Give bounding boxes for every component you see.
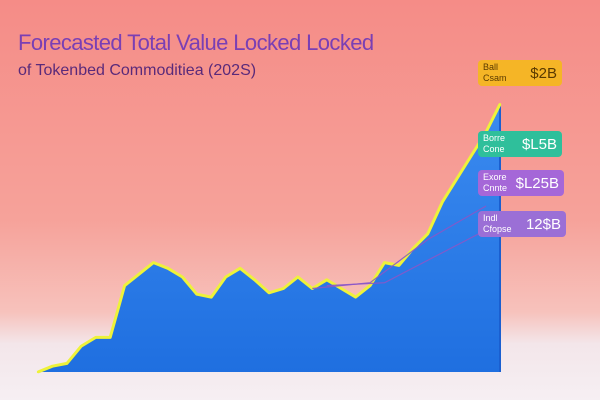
data-point	[282, 287, 285, 290]
value-badge	[478, 211, 566, 237]
chart-subtitle: of Tokenbed Commoditiea (202S)	[18, 62, 257, 79]
data-point	[123, 284, 126, 287]
data-point	[412, 247, 415, 250]
data-point	[51, 365, 54, 368]
data-point	[383, 261, 386, 264]
data-point	[152, 261, 155, 264]
data-label: 12$B	[526, 216, 561, 233]
badge-label: Cnnte	[483, 183, 507, 193]
chart-title: Forecasted Total Value Locked Locked	[18, 30, 374, 55]
data-point	[267, 291, 271, 294]
badge-label: Cone	[483, 144, 505, 154]
data-point	[137, 272, 141, 276]
value-badge	[478, 60, 562, 86]
data-point	[195, 293, 198, 296]
data-point	[368, 284, 372, 287]
badge-label: Ball	[483, 62, 498, 72]
data-point	[94, 336, 98, 339]
badge-label: Exore	[483, 172, 507, 182]
badge-label: Indl	[483, 213, 498, 223]
data-point	[166, 267, 170, 270]
data-label: $L25B	[516, 175, 559, 192]
data-point	[325, 278, 328, 281]
data-point	[340, 287, 343, 290]
data-point	[36, 370, 40, 374]
data-point	[441, 200, 444, 204]
data-point	[181, 275, 184, 279]
data-point	[296, 275, 300, 279]
data-point	[253, 278, 256, 281]
connector-line	[326, 229, 487, 287]
data-point	[397, 264, 401, 267]
data-point	[80, 344, 83, 348]
area-fill	[38, 104, 500, 372]
data-point	[498, 103, 502, 106]
data-point	[109, 336, 112, 339]
data-point	[210, 295, 213, 299]
data-point	[238, 267, 242, 270]
data-label: $L5B	[522, 136, 557, 153]
data-point	[224, 275, 227, 279]
value-badge	[478, 170, 564, 196]
data-point	[426, 232, 429, 235]
value-badge	[478, 131, 562, 157]
data-point	[354, 295, 357, 299]
data-label: $2B	[530, 65, 557, 82]
badge-label: Cfopse	[483, 224, 512, 234]
data-point	[469, 154, 473, 158]
badge-label: Csam	[483, 73, 507, 83]
data-point	[455, 177, 458, 181]
badge-label: Borre	[483, 133, 505, 143]
data-point	[65, 362, 69, 365]
connector-line	[312, 205, 487, 290]
